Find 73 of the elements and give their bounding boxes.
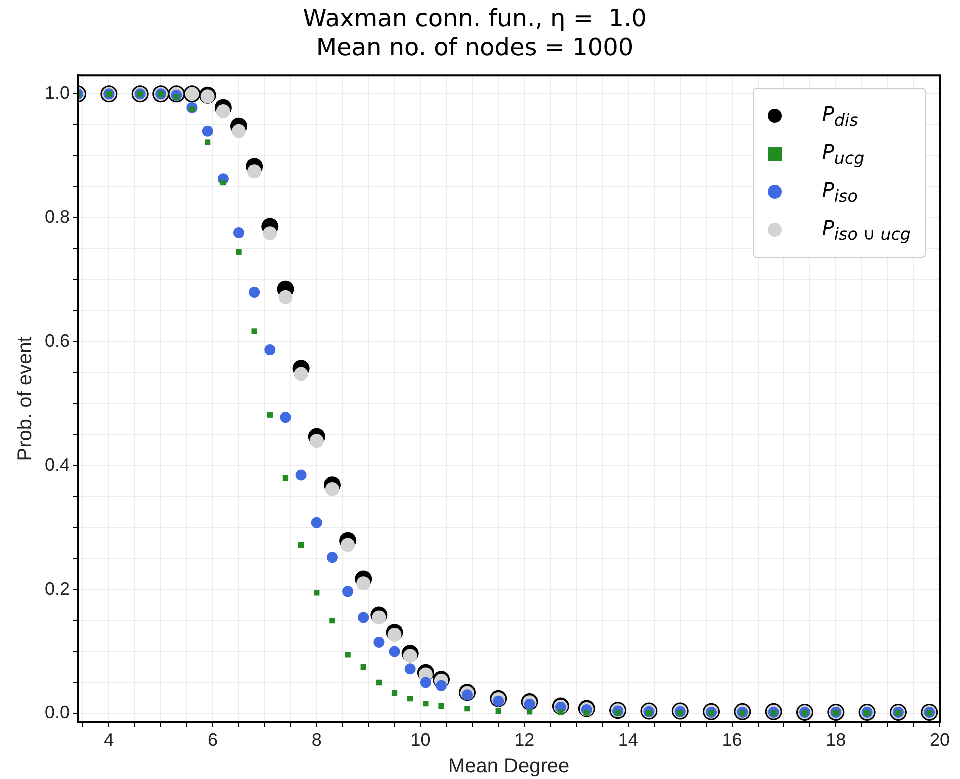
point: [282, 475, 289, 482]
point: [360, 664, 366, 670]
point: [202, 126, 214, 137]
x-tick-label: 20: [930, 730, 950, 750]
legend-label: P$_{ucg}$: [822, 140, 865, 168]
point: [248, 164, 262, 179]
point: [296, 470, 307, 481]
x-tick-label: 14: [618, 730, 638, 750]
point: [408, 696, 414, 702]
x-tick-label: 12: [514, 730, 535, 750]
point: [233, 227, 244, 238]
y-tick-label: 0.0: [44, 702, 70, 723]
point: [392, 690, 398, 696]
point: [345, 652, 351, 658]
point: [403, 649, 418, 664]
point: [438, 703, 444, 710]
point: [584, 710, 590, 716]
point: [264, 344, 276, 356]
y-tick-label: 1.0: [44, 83, 70, 104]
point: [496, 708, 502, 714]
point: [252, 328, 258, 334]
point: [267, 412, 273, 418]
point: [220, 180, 226, 186]
point: [388, 628, 402, 642]
point: [200, 90, 215, 104]
point: [526, 709, 533, 715]
point: [420, 677, 432, 688]
point: [372, 610, 386, 625]
point: [404, 664, 416, 675]
point: [325, 482, 340, 496]
point: [436, 680, 448, 692]
point: [311, 517, 322, 528]
y-tick-label: 0.8: [44, 207, 70, 228]
point: [389, 646, 400, 658]
y-axis-title: Prob. of event: [14, 336, 37, 462]
point: [310, 434, 324, 448]
point: [278, 290, 293, 304]
point: [298, 542, 304, 548]
chart-title: Waxman conn. fun., η = 1.0: [303, 4, 647, 33]
point: [423, 700, 429, 707]
x-tick-label: 4: [104, 730, 114, 750]
point: [374, 636, 385, 648]
y-tick-label: 0.2: [44, 578, 70, 599]
legend-label: P$_{iso ∪ ucg}$: [822, 216, 911, 244]
point: [314, 590, 320, 596]
point: [358, 612, 370, 624]
point: [216, 104, 230, 119]
point: [263, 226, 278, 241]
y-tick-label: 0.6: [44, 330, 70, 351]
point: [376, 680, 382, 686]
legend-label: P$_{dis}$: [822, 102, 858, 130]
point: [232, 124, 246, 138]
point: [342, 586, 354, 598]
point: [236, 249, 242, 255]
point: [280, 412, 292, 424]
chart-subtitle: Mean no. of nodes = 1000: [316, 33, 634, 62]
point: [330, 618, 336, 624]
point: [294, 367, 308, 382]
x-tick-label: 8: [312, 730, 322, 750]
point: [464, 706, 470, 712]
y-tick-label: 0.4: [44, 454, 70, 475]
point: [326, 552, 338, 564]
x-tick-label: 6: [208, 730, 218, 750]
point: [356, 576, 371, 591]
x-tick-label: 18: [826, 730, 846, 750]
x-axis-title: Mean Degree: [448, 756, 570, 778]
point: [205, 140, 211, 146]
x-tick-label: 10: [410, 730, 431, 750]
point: [558, 710, 564, 716]
legend-label: P$_{iso}$: [822, 178, 858, 206]
point: [341, 538, 356, 552]
point: [249, 286, 260, 298]
x-tick-label: 16: [722, 730, 742, 750]
